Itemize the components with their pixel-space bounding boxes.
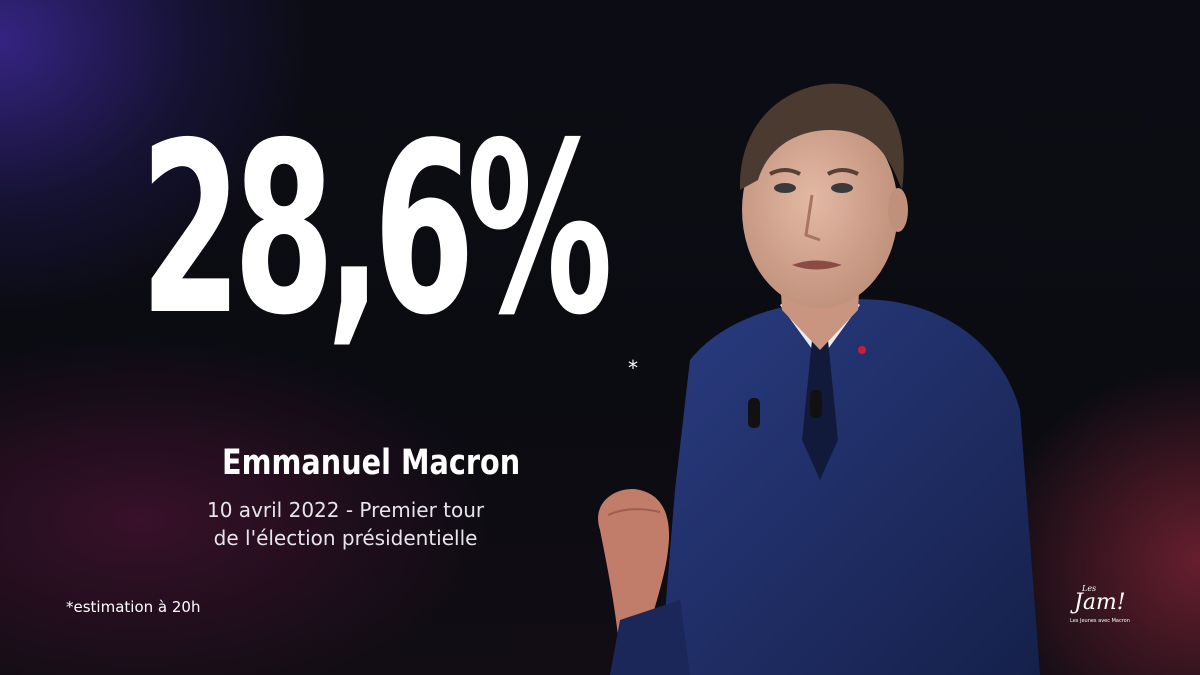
election-round-line: de l'élection présidentielle	[213, 526, 478, 550]
result-percentage: 28,6%	[140, 92, 613, 367]
logo-les: Les	[1082, 584, 1097, 593]
logo-jam: Jam!	[1074, 590, 1126, 615]
logo-tagline: Les Jeunes avec Macron	[1070, 618, 1130, 624]
election-date-line: 10 avril 2022 - Premier tour	[207, 498, 485, 522]
hair	[739, 83, 904, 190]
candidate-portrait-photo	[598, 83, 1040, 675]
candidate-name: Emmanuel Macron	[222, 443, 521, 483]
jam-logo: Les Jam! Les Jeunes avec Macron	[1068, 584, 1138, 630]
estimation-footnote: *estimation à 20h	[66, 598, 201, 616]
mouth	[792, 260, 842, 270]
lavalier-mic	[748, 398, 760, 428]
percentage-asterisk: *	[628, 356, 638, 380]
suit-shape	[660, 299, 1040, 675]
ear	[888, 188, 908, 232]
face	[742, 112, 898, 308]
election-description: 10 avril 2022 - Premier tour de l'électi…	[207, 496, 484, 552]
lapel-pin	[858, 346, 866, 354]
